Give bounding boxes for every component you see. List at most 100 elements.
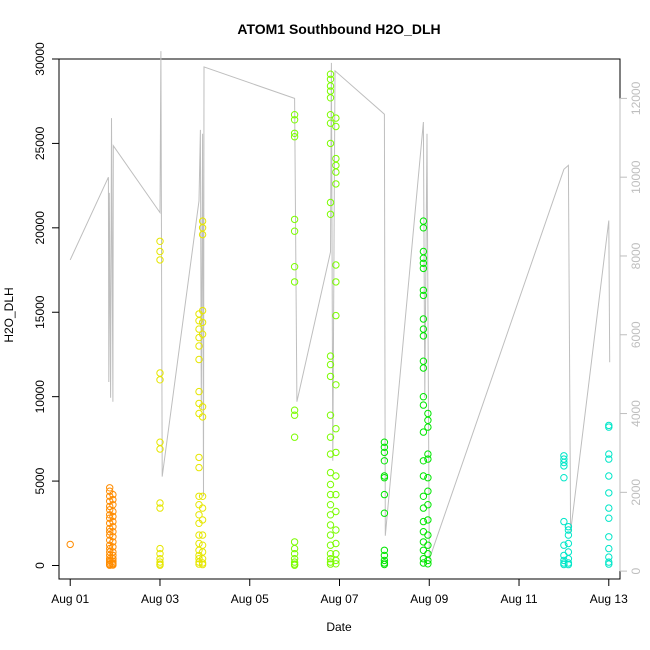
data-point — [332, 556, 340, 565]
data-point — [198, 492, 207, 500]
data-point — [605, 472, 613, 480]
x-tick-label: Aug 07 — [320, 592, 358, 606]
data-point — [195, 511, 203, 519]
data-point — [326, 360, 335, 369]
data-point — [424, 487, 432, 495]
data-point — [564, 555, 573, 563]
data-point — [195, 355, 203, 364]
y2-tick-label: 0 — [629, 567, 643, 574]
data-point — [195, 325, 203, 333]
data-point — [419, 224, 428, 232]
axes-layer: Aug 01 Aug 03 Aug 05 Aug 07 Aug 09 Aug 11 Aug … — [33, 42, 643, 606]
data-point — [564, 531, 573, 539]
data-point — [326, 70, 335, 78]
y-tick-label: 0 — [33, 562, 47, 569]
data-point — [419, 457, 428, 465]
data-point — [156, 544, 164, 553]
data-point — [326, 501, 335, 509]
x-tick-label: Aug 13 — [590, 592, 628, 606]
data-point — [156, 376, 164, 384]
data-point — [109, 495, 117, 504]
data-point — [195, 342, 203, 350]
data-point — [156, 550, 164, 558]
data-point — [380, 443, 389, 451]
data-point — [332, 560, 340, 568]
data-point — [332, 180, 340, 188]
data-point — [198, 504, 207, 512]
data-point — [332, 507, 340, 516]
data-point — [560, 517, 568, 526]
data-point — [560, 541, 568, 549]
data-point — [326, 119, 335, 127]
data-point — [419, 259, 428, 267]
data-point — [564, 523, 573, 531]
data-point — [380, 457, 389, 465]
data-point — [326, 560, 335, 568]
data-point — [156, 247, 164, 256]
data-point — [326, 480, 335, 489]
data-point — [332, 261, 340, 269]
data-point — [290, 411, 299, 419]
data-point — [332, 114, 340, 122]
data-point — [605, 560, 613, 568]
data-point — [109, 523, 117, 531]
data-point — [290, 129, 299, 138]
data-point — [560, 474, 568, 482]
x-axis-label: Date — [326, 620, 352, 634]
data-point — [424, 556, 432, 565]
data-point — [109, 528, 117, 536]
data-point — [419, 315, 428, 323]
y-tick-label: 15000 — [33, 295, 47, 329]
y-tick-label: 10000 — [33, 380, 47, 414]
data-point — [326, 198, 335, 207]
data-point — [424, 560, 432, 568]
data-point — [419, 492, 428, 500]
data-point — [198, 306, 207, 315]
data-point — [290, 116, 299, 124]
data-point — [109, 538, 117, 546]
data-point — [564, 560, 573, 569]
data-point — [290, 133, 299, 141]
data-point — [326, 111, 335, 119]
data-point — [605, 553, 613, 561]
data-point — [332, 311, 340, 320]
data-point — [419, 517, 428, 526]
data-point — [198, 516, 207, 524]
data-point — [380, 560, 389, 569]
data-point — [424, 474, 432, 482]
data-point — [326, 521, 335, 529]
data-point — [326, 82, 335, 90]
data-point — [332, 490, 340, 499]
data-point — [156, 256, 164, 264]
data-point — [419, 401, 428, 409]
data-point — [605, 504, 613, 512]
data-point — [332, 539, 340, 548]
data-point — [195, 453, 203, 462]
data-point — [380, 546, 389, 554]
data-point — [195, 492, 203, 500]
secondary-series-line — [69, 51, 611, 560]
points-layer — [66, 70, 613, 569]
y2-tick-label: 6000 — [629, 321, 643, 348]
data-point — [332, 381, 340, 389]
data-point — [326, 94, 335, 102]
y-tick-label: 25000 — [33, 126, 47, 160]
x-tick-label: Aug 11 — [500, 592, 537, 606]
data-point — [419, 428, 428, 436]
data-point — [326, 210, 335, 219]
x-tick-label: Aug 05 — [231, 592, 269, 606]
data-point — [109, 533, 117, 541]
data-point — [424, 541, 432, 549]
data-point — [419, 364, 428, 372]
data-point — [198, 555, 207, 563]
data-point — [290, 406, 299, 414]
data-point — [424, 516, 432, 524]
data-point — [419, 291, 428, 300]
y2-tick-label: 10000 — [629, 160, 643, 194]
data-point — [564, 526, 573, 534]
data-point — [109, 517, 117, 526]
data-point — [326, 372, 335, 381]
data-point — [156, 499, 164, 507]
data-point — [109, 551, 117, 560]
